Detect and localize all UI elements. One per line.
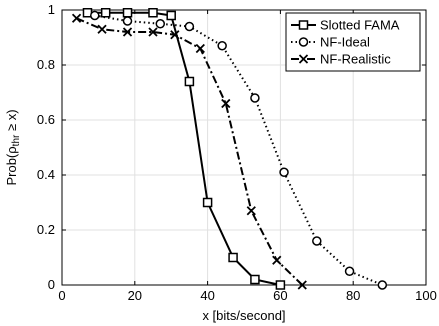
data-point xyxy=(122,16,133,26)
x-tick-label: 0 xyxy=(58,288,65,303)
data-point xyxy=(97,24,107,34)
y-tick-label: 0.2 xyxy=(37,222,55,237)
data-point xyxy=(170,30,180,40)
y-axis-ticks: 0 0.2 0.4 0.6 0.8 1 xyxy=(37,2,426,292)
y-label-prefix: Prob( xyxy=(4,153,19,185)
y-tick-label: 0.6 xyxy=(37,112,55,127)
legend-marker xyxy=(298,37,309,47)
legend-item: Slotted FAMA xyxy=(291,18,400,33)
x-marker-stroke xyxy=(298,54,309,64)
legend-items: Slotted FAMA NF-Ideal NF-Realistic xyxy=(291,18,400,67)
data-point xyxy=(217,41,227,51)
data-point xyxy=(250,93,260,103)
data-point xyxy=(184,21,195,32)
y-tick-label: 0.8 xyxy=(37,57,55,72)
x-marker-stroke xyxy=(195,43,205,54)
legend-label: Slotted FAMA xyxy=(320,18,400,33)
series-line xyxy=(87,11,281,286)
data-point xyxy=(344,266,355,276)
data-point xyxy=(184,76,195,87)
data-point xyxy=(221,98,231,109)
data-point xyxy=(148,8,158,18)
x-axis-ticks: 0 20 40 60 80 100 xyxy=(58,10,437,303)
data-point xyxy=(195,43,205,54)
data-point xyxy=(312,236,322,246)
data-point xyxy=(297,280,307,290)
x-marker-stroke xyxy=(122,27,133,37)
series-square xyxy=(82,8,286,290)
legend-marker xyxy=(298,20,309,30)
data-point xyxy=(71,13,82,23)
data-point xyxy=(122,8,133,18)
data-point xyxy=(148,27,158,37)
x-axis-label: x [bits/second] xyxy=(202,308,285,323)
x-marker-stroke xyxy=(148,27,158,37)
data-point xyxy=(228,252,238,263)
x-tick-label: 20 xyxy=(128,288,142,303)
series-line xyxy=(76,17,303,286)
x-marker-stroke xyxy=(297,280,307,290)
x-tick-label: 40 xyxy=(200,288,214,303)
legend-label: NF-Ideal xyxy=(320,35,370,50)
legend-label: NF-Realistic xyxy=(320,52,391,67)
x-marker-stroke xyxy=(221,98,231,109)
x-marker-stroke xyxy=(71,13,82,23)
data-point xyxy=(122,27,133,37)
legend-box xyxy=(285,12,421,72)
x-marker-stroke xyxy=(272,255,282,265)
data-point xyxy=(275,280,286,290)
data-point xyxy=(202,197,213,208)
data-point xyxy=(155,19,166,29)
series-circle xyxy=(90,10,388,290)
y-axis-label: Prob(ρthr ≥ x) xyxy=(4,109,22,185)
y-label-suffix: ≥ x) xyxy=(4,109,19,134)
data-point xyxy=(246,206,256,216)
plot-frame xyxy=(61,9,427,286)
data-point xyxy=(272,255,282,265)
x-tick-label: 60 xyxy=(273,288,287,303)
x-marker-stroke xyxy=(97,24,107,34)
y-tick-label: 0.4 xyxy=(37,167,55,182)
y-tick-label: 1 xyxy=(48,2,55,17)
data-point xyxy=(279,167,289,177)
data-point xyxy=(100,8,111,18)
x-marker-stroke xyxy=(170,30,180,40)
series-x xyxy=(71,13,307,290)
legend-item: NF-Ideal xyxy=(291,35,370,50)
series-line xyxy=(94,14,383,286)
legend-item: NF-Realistic xyxy=(291,52,391,67)
legend-marker xyxy=(298,54,309,64)
data-point xyxy=(377,280,388,290)
legend: Slotted FAMA NF-Ideal NF-Realistic xyxy=(285,12,421,72)
y-tick-label: 0 xyxy=(48,277,55,292)
x-tick-label: 100 xyxy=(415,288,437,303)
y-label-rho: ρ xyxy=(4,146,19,153)
x-marker-stroke xyxy=(246,206,256,216)
y-label-sub: thr xyxy=(11,134,22,146)
data-point xyxy=(166,10,176,21)
series-layer xyxy=(71,8,388,290)
x-tick-label: 80 xyxy=(346,288,360,303)
data-point xyxy=(250,274,260,285)
y-axis-label-group: Prob(ρthr ≥ x) xyxy=(4,109,22,185)
data-point xyxy=(90,10,100,21)
